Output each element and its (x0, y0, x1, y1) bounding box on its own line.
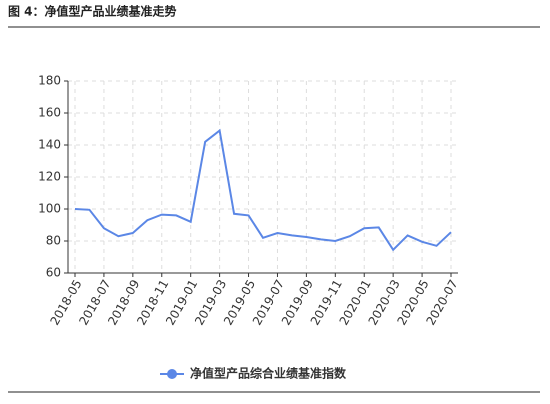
legend-marker (167, 369, 177, 379)
y-tick-label: 80 (46, 234, 61, 248)
y-tick-label: 100 (38, 202, 61, 216)
y-tick-label: 180 (38, 74, 61, 88)
y-tick-label: 120 (38, 170, 61, 184)
legend-label: 净值型产品综合业绩基准指数 (190, 366, 347, 381)
line-series (74, 128, 452, 252)
chart-title: 图 4：净值型产品业绩基准走势 (8, 4, 177, 19)
y-tick-label: 160 (38, 106, 61, 120)
y-tick-label: 60 (46, 266, 61, 280)
y-tick-label: 140 (38, 138, 61, 152)
